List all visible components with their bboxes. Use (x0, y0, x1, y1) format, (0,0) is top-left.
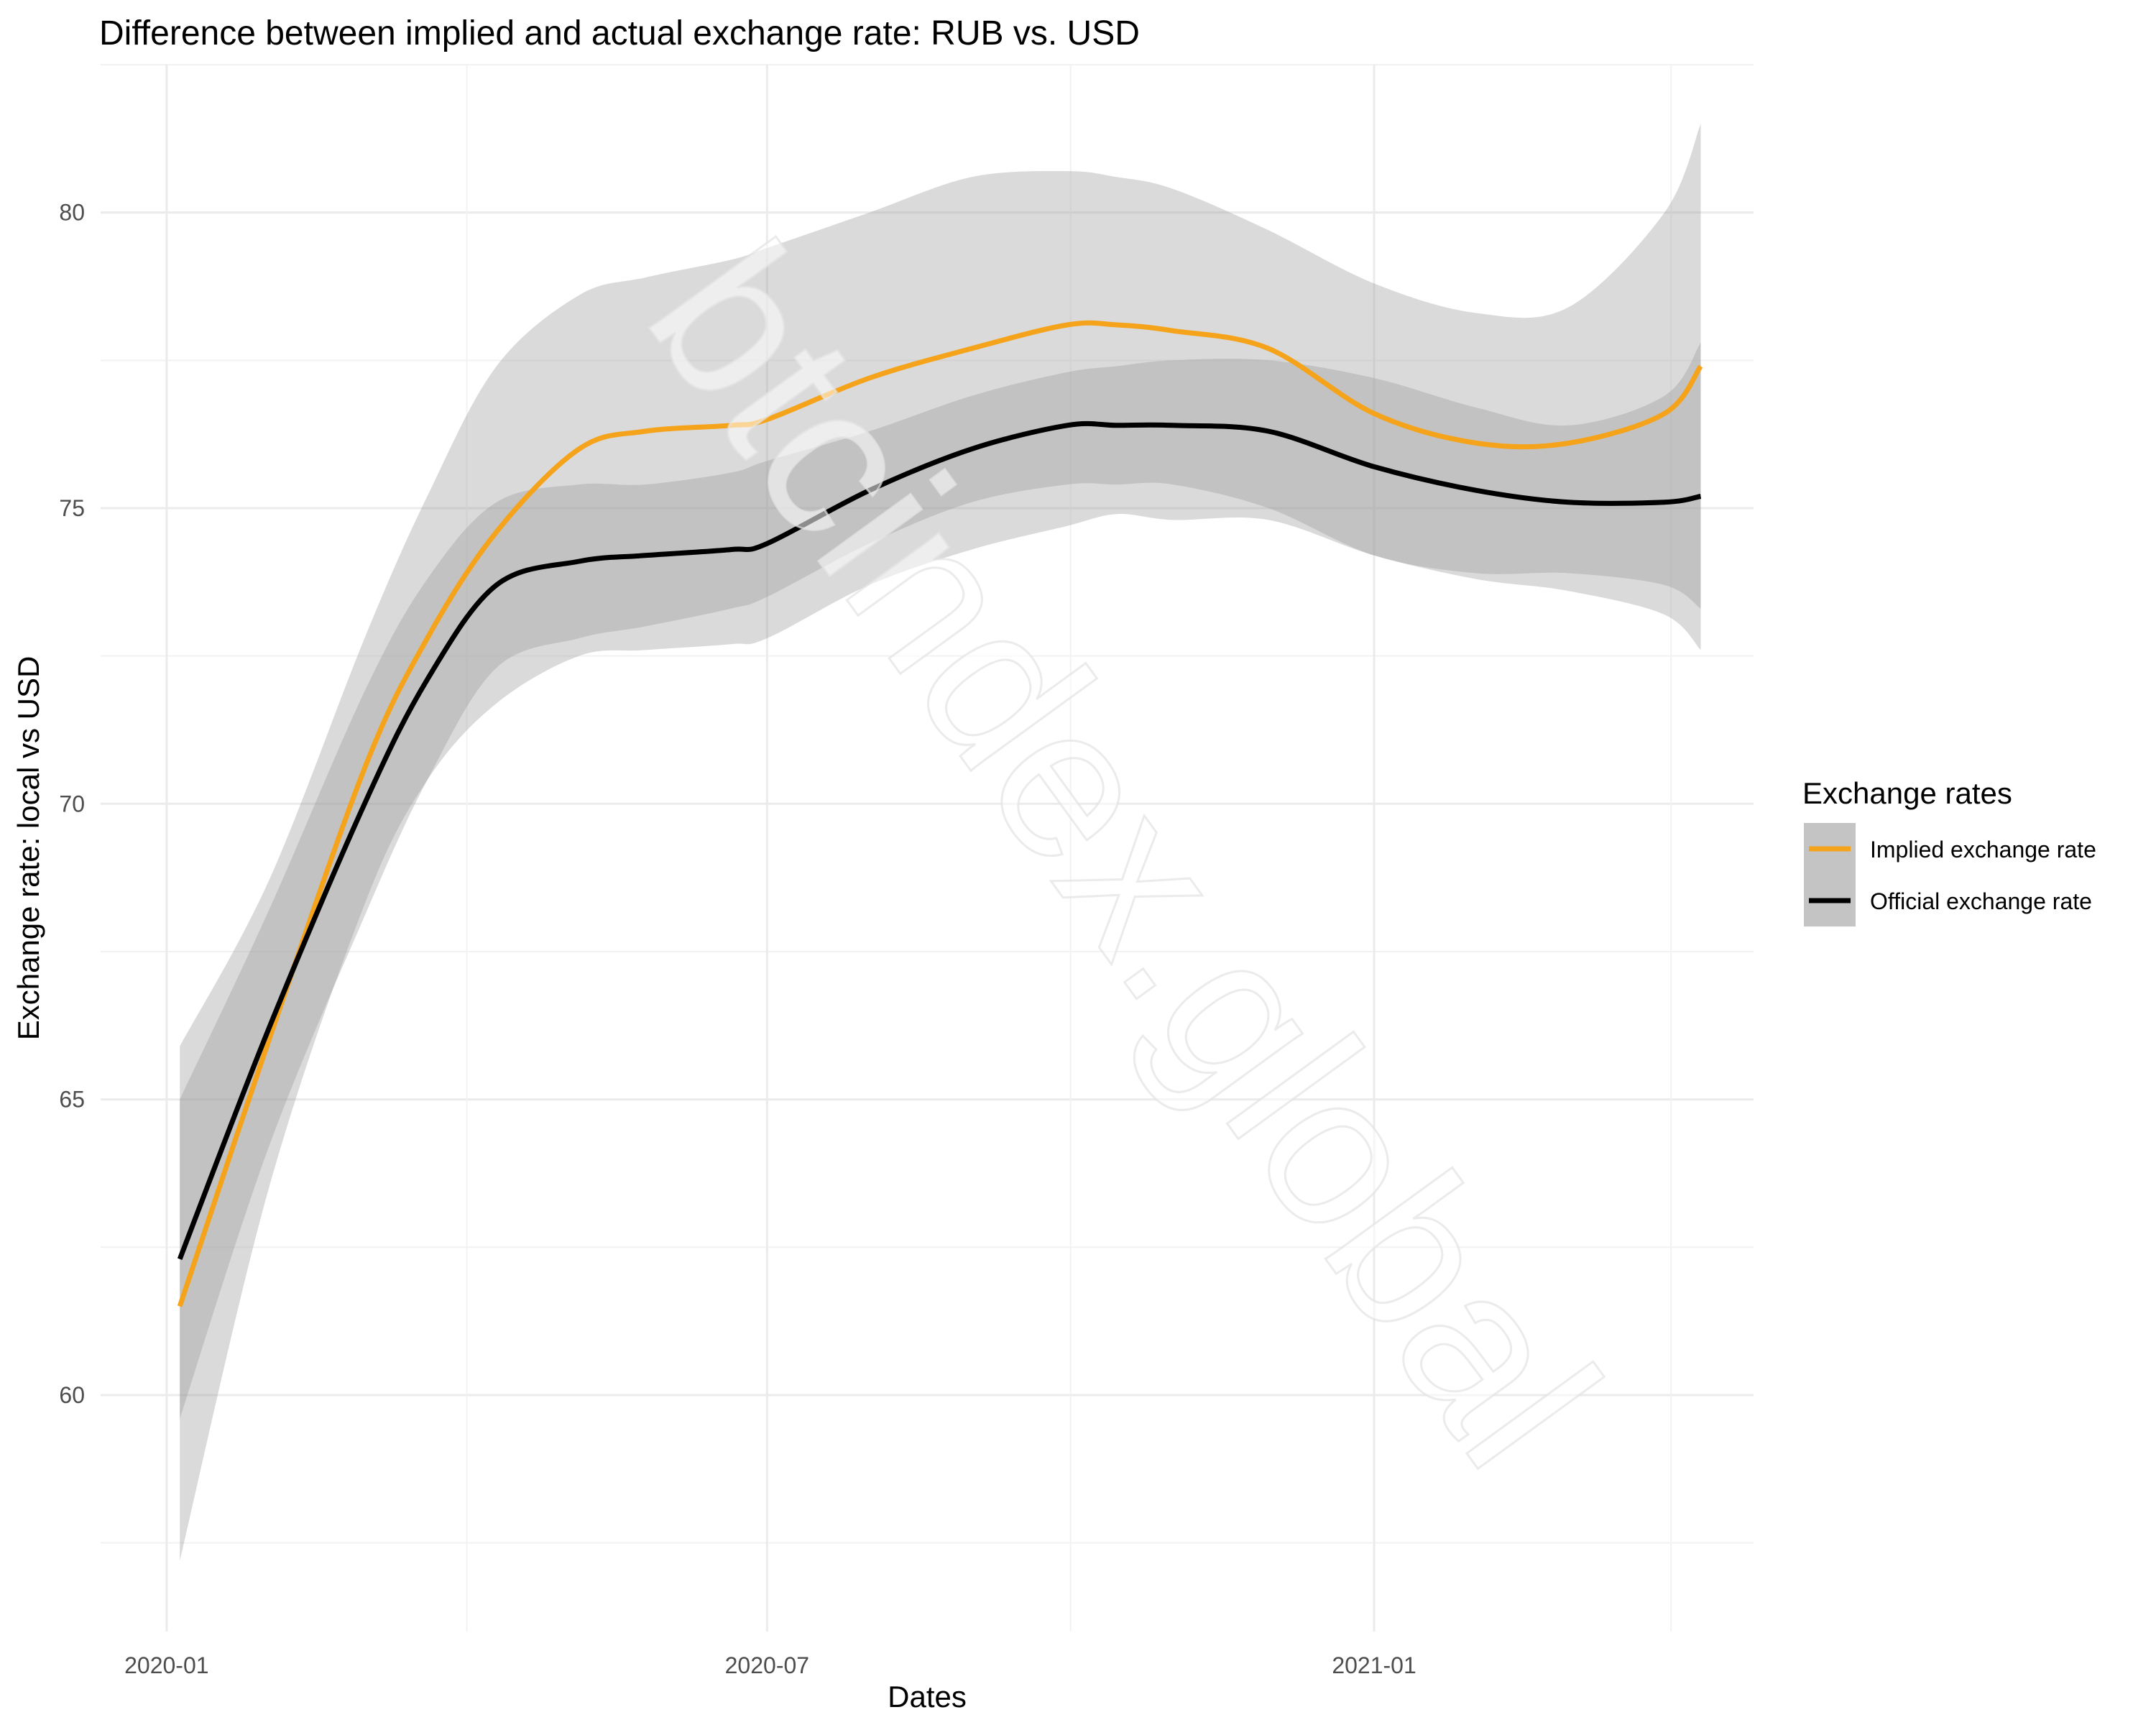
legend-label-official: Official exchange rate (1870, 888, 2092, 914)
legend: Exchange rates Implied exchange rate Off… (1802, 776, 2096, 926)
series-line-1 (177, 420, 1702, 1260)
x-axis-ticks: 2020-01 2020-07 2021-01 (124, 1652, 1416, 1678)
legend-label-implied: Implied exchange rate (1870, 837, 2096, 862)
y-tick-label: 65 (59, 1087, 85, 1113)
y-tick-label: 70 (59, 791, 85, 816)
x-tick-label: 2020-01 (124, 1652, 208, 1678)
y-tick-label: 80 (59, 200, 85, 226)
x-axis-title: Dates (888, 1680, 967, 1714)
y-axis-title: Exchange rate: local vs USD (11, 656, 45, 1041)
y-axis-ticks: 60 65 70 75 80 (59, 200, 85, 1408)
x-tick-label: 2020-07 (725, 1652, 809, 1678)
chart-title: Difference between implied and actual ex… (99, 14, 1140, 52)
y-tick-label: 60 (59, 1382, 85, 1408)
series-line-0 (177, 320, 1703, 1307)
series-lines (177, 320, 1703, 1307)
grid-lines (101, 64, 1754, 1632)
legend-title: Exchange rates (1802, 776, 2012, 810)
confidence-band-0 (180, 124, 1701, 1561)
x-tick-label: 2021-01 (1332, 1652, 1416, 1678)
confidence-band-1 (180, 342, 1701, 1419)
confidence-bands (180, 124, 1701, 1561)
y-tick-label: 75 (59, 495, 85, 521)
